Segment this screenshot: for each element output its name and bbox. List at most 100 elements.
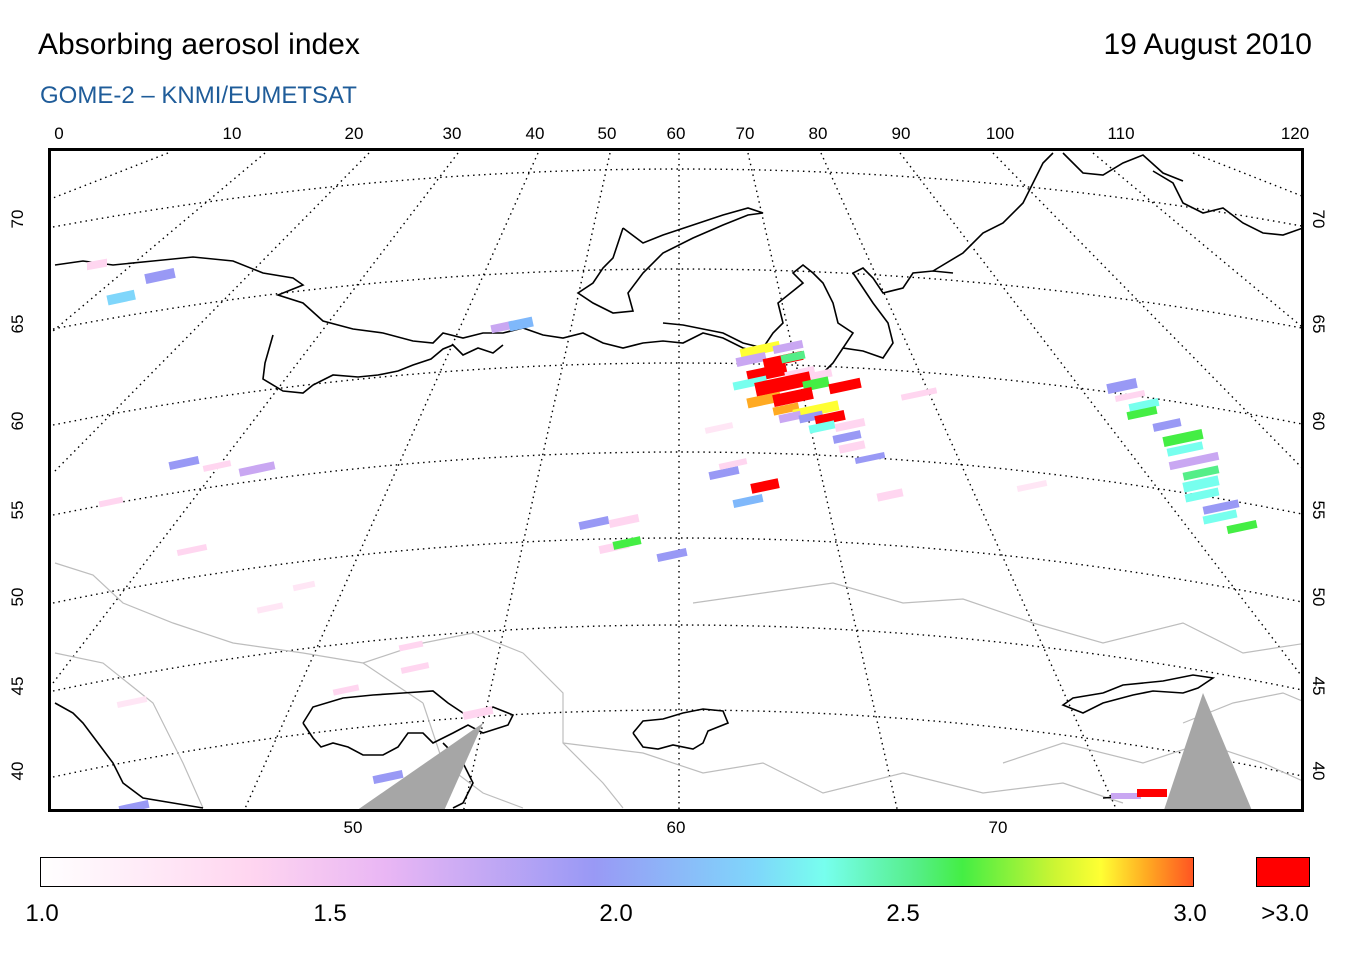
- aerosol-pixel: [739, 340, 781, 359]
- lon-tick-top: 60: [666, 124, 686, 143]
- map-date: 19 August 2010: [1103, 28, 1312, 61]
- aerosol-pixel: [372, 769, 404, 785]
- aerosol-pixel: [876, 488, 904, 502]
- aerosol-pixel: [1168, 451, 1220, 471]
- no-data-wedges: [358, 693, 1252, 809]
- map-frame: [48, 148, 1304, 812]
- aerosol-pixel: [854, 451, 886, 465]
- lon-tick-top: 90: [891, 124, 911, 143]
- aerosol-pixel: [772, 339, 804, 355]
- aerosol-pixel: [1106, 377, 1138, 395]
- aerosol-pixel: [578, 515, 610, 531]
- aerosol-pixel: [1114, 389, 1146, 403]
- aerosol-pixel: [772, 402, 800, 416]
- aerosol-pixel: [1162, 428, 1204, 448]
- lat-tick-left: 40: [8, 761, 27, 781]
- aerosol-pixel: [772, 386, 814, 408]
- aerosol-pixel: [332, 684, 360, 696]
- aerosol-pixel: [292, 580, 316, 592]
- map-subtitle: GOME-2 – KNMI/EUMETSAT: [40, 82, 357, 109]
- aerosol-pixel: [106, 289, 136, 306]
- lon-tick-top: 120: [1280, 124, 1310, 143]
- lat-tick-left: 60: [8, 411, 27, 431]
- aerosol-pixel: [838, 440, 866, 454]
- aerosol-pixel: [490, 320, 514, 334]
- colorbar-overflow-swatch: [1256, 857, 1310, 887]
- aerosol-pixel: [778, 410, 802, 424]
- aerosol-pixel: [780, 350, 806, 364]
- aerosol-pixels: [87, 258, 1258, 809]
- aerosol-pixel: [735, 351, 767, 368]
- aerosol-pixel: [1226, 519, 1258, 535]
- aerosol-pixel: [238, 461, 276, 477]
- aerosol-pixel: [176, 543, 208, 557]
- aerosol-pixel: [708, 465, 740, 481]
- aerosol-pixel: [608, 513, 640, 529]
- lon-tick-top: 30: [442, 124, 462, 143]
- lat-tick-left: 65: [8, 314, 27, 334]
- lon-tick-top: 10: [222, 124, 242, 143]
- aerosol-pixel: [98, 496, 124, 508]
- lon-tick-top: 100: [985, 124, 1015, 143]
- lat-tick-right: 60: [1309, 411, 1328, 431]
- aerosol-pixel: [1126, 405, 1158, 421]
- aerosol-pixel: [718, 458, 748, 470]
- aerosol-pixel: [168, 455, 200, 471]
- aerosol-pixel: [732, 375, 768, 391]
- aerosol-pixel: [508, 316, 534, 332]
- aerosol-pixel: [814, 409, 846, 427]
- aerosol-pixel: [116, 695, 148, 709]
- aerosol-pixel: [1182, 465, 1220, 481]
- colorbar-label: 1.5: [313, 900, 347, 927]
- aerosol-pixel: [754, 371, 812, 397]
- lat-tick-right: 65: [1309, 314, 1328, 334]
- lon-tick-top: 20: [344, 124, 364, 143]
- lon-tick-top: 40: [525, 124, 545, 143]
- lat-tick-left: 50: [8, 587, 27, 607]
- longitude-graticule: [52, 152, 1301, 809]
- aerosol-pixel: [144, 267, 176, 285]
- country-borders: [54, 562, 1301, 809]
- lat-tick-left: 55: [8, 500, 27, 520]
- lat-tick-left: 70: [8, 209, 27, 229]
- aerosol-pixel: [798, 410, 824, 424]
- aerosol-pixel: [750, 478, 780, 494]
- aerosol-pixel: [1111, 793, 1141, 799]
- aerosol-pixel: [704, 422, 734, 434]
- colorbar-overflow-label: >3.0: [1261, 900, 1309, 927]
- lat-tick-left: 45: [8, 676, 27, 696]
- colorbar-label: 2.0: [599, 900, 633, 927]
- lon-tick-top: 0: [54, 124, 64, 143]
- aerosol-pixel: [808, 420, 836, 434]
- aerosol-pixel: [732, 493, 764, 509]
- aerosol-pixel: [1182, 475, 1220, 493]
- map-title: Absorbing aerosol index: [38, 28, 360, 61]
- aerosol-pixel: [1202, 509, 1238, 525]
- aerosol-pixel: [828, 377, 862, 395]
- aerosol-pixel: [900, 387, 938, 401]
- lon-tick-top: 70: [735, 124, 755, 143]
- aerosol-pixel: [834, 417, 866, 433]
- lat-tick-right: 50: [1309, 587, 1328, 607]
- aerosol-pixel: [1137, 789, 1167, 797]
- aerosol-pixel: [256, 602, 284, 614]
- coastlines: [54, 152, 1301, 809]
- lon-tick-top: 110: [1107, 124, 1135, 143]
- aerosol-map: [52, 152, 1301, 809]
- aerosol-pixel: [118, 799, 150, 809]
- aerosol-pixel: [87, 258, 107, 271]
- lon-tick-bottom: 70: [988, 818, 1008, 837]
- colorbar-label: 3.0: [1173, 900, 1207, 927]
- aerosol-pixel: [202, 460, 232, 472]
- aerosol-pixel: [1128, 397, 1160, 413]
- aerosol-pixel: [398, 640, 424, 652]
- lon-tick-bottom: 60: [666, 818, 686, 837]
- aerosol-pixel: [807, 368, 833, 382]
- aerosol-pixel: [1184, 487, 1220, 503]
- lat-tick-right: 70: [1309, 209, 1328, 229]
- aerosol-pixel: [1016, 479, 1048, 493]
- aerosol-pixel: [462, 705, 494, 721]
- lat-tick-right: 55: [1309, 500, 1328, 520]
- lat-tick-right: 45: [1309, 676, 1328, 696]
- colorbar-label: 2.5: [886, 900, 920, 927]
